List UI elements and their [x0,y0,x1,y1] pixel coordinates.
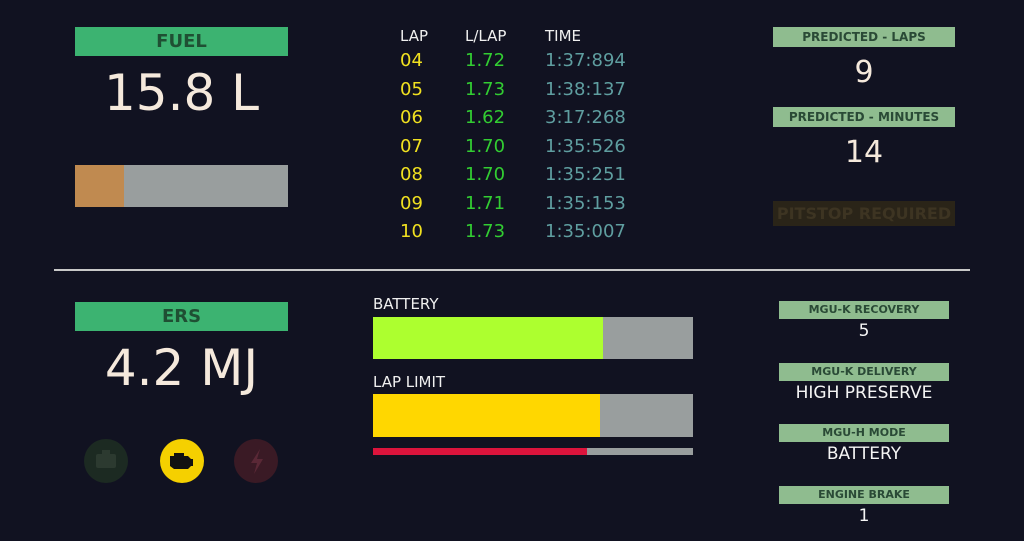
lap-cell: 04 [400,50,423,71]
lap-usage-bar [373,448,693,455]
lap-cell: 1.70 [465,164,506,185]
lap-cell: 1.62 [465,107,506,128]
battery-bar [373,317,693,359]
lap-cell: 1.72 [465,50,506,71]
setting-value: 5 [858,321,870,341]
pitstop-warning: PITSTOP REQUIRED [773,201,955,226]
lap-cell: 09 [400,192,423,214]
setting-value: BATTERY [826,444,902,464]
predicted-laps-label: PREDICTED - LAPS [773,27,955,47]
fuel-gauge-fill [75,165,124,207]
battery-fill [373,317,604,359]
lap-cell: 06 [400,107,423,128]
lap-cell: 1:37:894 [545,50,626,71]
mode-icons [84,439,278,483]
lap-cell: 1:35:251 [545,164,626,185]
lap-cell: 3:17:268 [545,107,626,128]
lap-header: L/LAP [465,27,507,45]
setting-value: HIGH PRESERVE [795,382,933,403]
lap-limit-bar [373,394,693,437]
setting-label: ENGINE BRAKE [779,485,949,504]
predicted-laps: 9 [854,55,874,90]
lap-cell: 1.71 [465,192,506,214]
ers-label: ERS [75,302,288,331]
lap-cell: 1.73 [465,78,506,100]
setting-label: MGU-H MODE [779,424,949,442]
lap-header: LAP [400,27,429,45]
lap-cell: 1.73 [465,221,506,242]
lap-limit-fill [373,394,601,437]
lap-cell: 1.70 [465,135,506,157]
lap-cell: 07 [400,135,423,157]
lap-cell: 08 [400,164,423,185]
lap-cell: 1:35:007 [545,221,626,242]
setting-label: MGU-K DELIVERY [779,362,949,381]
divider [54,269,970,271]
fuel-gauge [75,165,288,207]
fuel-value: 15.8 L [103,64,260,122]
lap-cell: 1:35:526 [545,135,626,157]
lap-usage-fill [373,448,588,455]
fuel-label: FUEL [75,27,288,56]
setting-label: MGU-K RECOVERY [779,301,949,319]
predicted-minutes: 14 [844,135,884,170]
lap-cell: 05 [400,78,423,100]
lap-cell: 1:35:153 [545,192,626,214]
lap-cell: 1:38:137 [545,78,626,100]
lap-header: TIME [545,27,582,45]
battery-label: BATTERY [373,295,439,313]
ers-value: 4.2 MJ [104,339,259,397]
lap-cell: 10 [400,221,423,242]
lap-limit-label: LAP LIMIT [373,373,446,391]
predicted-minutes-label: PREDICTED - MINUTES [773,107,955,127]
setting-value: 1 [858,505,870,526]
